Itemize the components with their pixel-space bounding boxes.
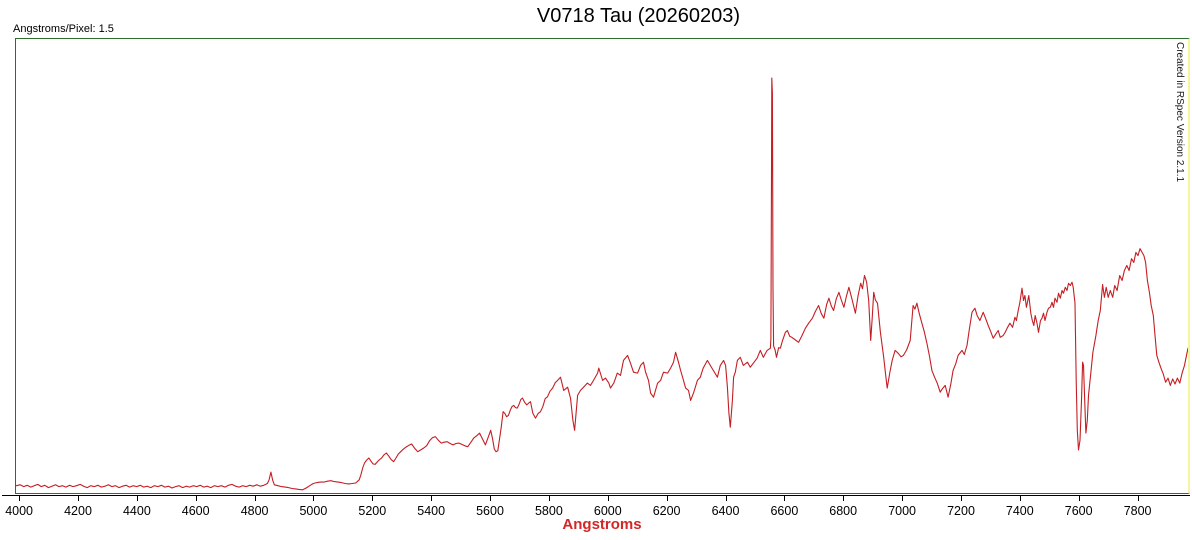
x-axis-tick [666, 496, 668, 501]
x-axis-tick-label: 4000 [5, 504, 33, 518]
x-axis-tick-label: 5400 [417, 504, 446, 518]
x-axis-tick [784, 496, 786, 501]
angstroms-per-pixel-label: Angstroms/Pixel: 1.5 [13, 23, 114, 35]
x-axis-tick [431, 496, 433, 501]
x-axis-tick-label: 7200 [947, 504, 975, 518]
x-axis-tick-label: 7000 [888, 504, 916, 518]
x-axis-tick [1078, 496, 1080, 501]
spectrum-svg [16, 77, 1188, 491]
x-axis-tick [843, 496, 845, 501]
x-axis-tick [1137, 496, 1139, 501]
x-axis-tick [1019, 496, 1021, 501]
x-axis-tick [254, 496, 256, 501]
x-axis-tick-label: 4800 [240, 504, 269, 518]
x-axis-tick-label: 6400 [711, 504, 740, 518]
x-axis-tick [607, 496, 609, 501]
x-axis-tick-label: 5600 [476, 504, 504, 518]
x-axis-tick [195, 496, 197, 501]
x-axis-tick-label: 6600 [770, 504, 799, 518]
x-axis-tick [372, 496, 374, 501]
x-axis: 4000 4200 4400 4600 4800 5000 5200 5400 5600 5800… [0, 495, 1192, 540]
chart-title: V0718 Tau (20260203) [536, 5, 741, 27]
x-axis-tick-label: 4600 [181, 504, 210, 518]
plot-area[interactable]: Created in RSpec Version 2.1.1 [15, 38, 1190, 494]
x-axis-tick-label: 6800 [829, 504, 858, 518]
x-axis-tick [19, 496, 21, 501]
x-axis-tick-label: 4200 [64, 504, 92, 518]
x-axis-tick-label: 5200 [358, 504, 387, 518]
x-axis-tick-label: 5000 [299, 504, 328, 518]
x-axis-tick-label: 7600 [1064, 504, 1093, 518]
x-axis-tick [313, 496, 315, 501]
x-axis-tick-label: 5800 [534, 504, 563, 518]
x-axis-tick-label: 7800 [1123, 504, 1152, 518]
x-axis-line [2, 495, 1190, 496]
x-axis-tick [136, 496, 138, 501]
x-axis-tick-label: 6200 [652, 504, 681, 518]
x-axis-tick [961, 496, 962, 501]
x-axis-tick-label: 4400 [122, 504, 151, 518]
x-axis-tick [902, 496, 904, 501]
rspec-version-watermark: Created in RSpec Version 2.1.1 [1174, 42, 1185, 183]
x-axis-tick-label: 7400 [1005, 504, 1034, 518]
spectrum-trace [16, 77, 1188, 491]
x-axis-tick [490, 496, 491, 501]
x-axis-tick [725, 496, 727, 501]
x-axis-title: Angstroms [562, 516, 642, 533]
x-axis-tick [78, 496, 79, 501]
x-axis-tick-label: 6000 [593, 504, 622, 518]
x-axis-tick [548, 496, 550, 501]
